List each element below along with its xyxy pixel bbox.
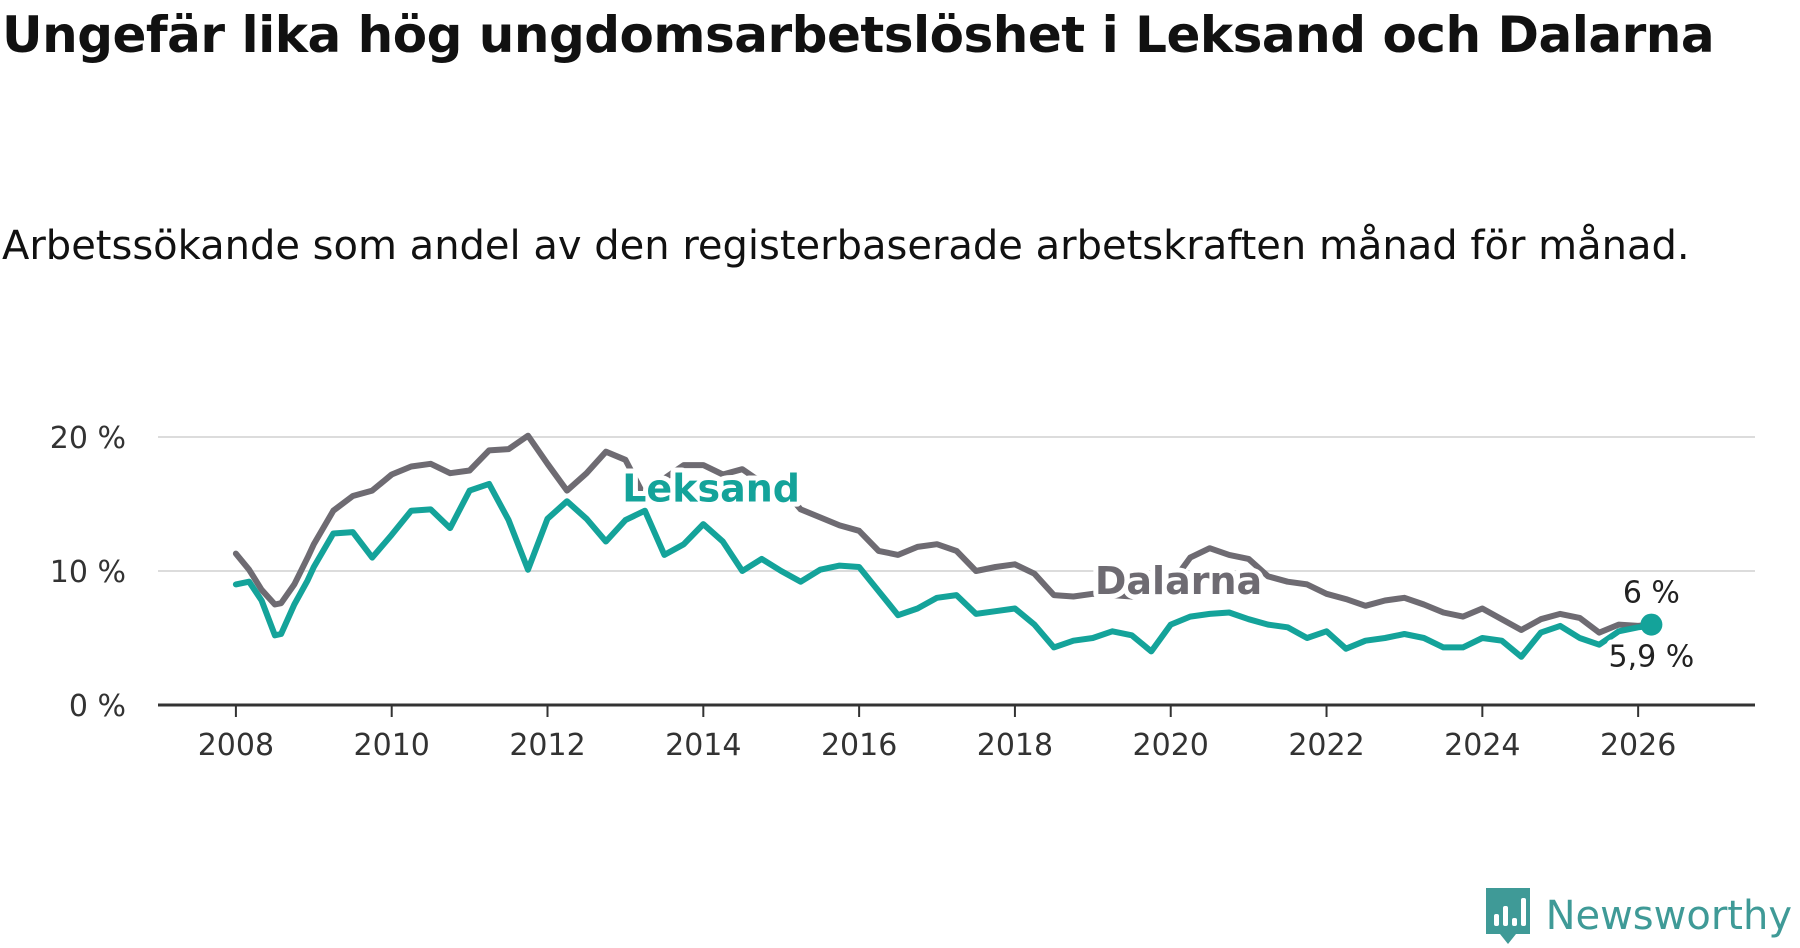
x-tick-label: 2026 xyxy=(1600,728,1676,763)
x-tick-label: 2022 xyxy=(1288,728,1364,763)
y-tick-label: 0 % xyxy=(69,689,126,724)
series-lines xyxy=(232,432,1655,660)
brand-name: Newsworthy xyxy=(1545,893,1792,939)
chart-subtitle: Arbetssökande som andel av den registerb… xyxy=(2,223,1690,269)
series-label-dalarna-halo: Dalarna xyxy=(1095,559,1262,603)
end-label-leksand: 5,9 % xyxy=(1609,640,1695,675)
series-label-dalarna: Dalarna xyxy=(1095,559,1262,603)
gridlines xyxy=(158,436,1755,572)
series-label-leksand-halo: Leksand xyxy=(622,466,800,510)
series-line-dalarna xyxy=(232,432,1655,636)
y-tick-label: 10 % xyxy=(50,555,126,590)
x-tick-label: 2018 xyxy=(977,728,1053,763)
x-tick-label: 2008 xyxy=(198,728,274,763)
series-label-leksand: Leksand xyxy=(622,466,800,510)
x-tick-label: 2012 xyxy=(509,728,585,763)
end-label-dalarna-halo: 6 % xyxy=(1623,576,1680,611)
axes: 0 % 10 % 20 % 2008 2010 2012 2014 2016 2018 2020 2… xyxy=(50,421,1755,763)
brand-logo[interactable]: Newsworthy xyxy=(1482,884,1792,948)
chart-title: Ungefär lika hög ungdomsarbetslöshet i L… xyxy=(2,6,1715,64)
series-line-leksand xyxy=(232,480,1655,660)
newsworthy-logo-icon xyxy=(1485,888,1530,944)
x-tick-label: 2024 xyxy=(1444,728,1520,763)
end-point-marker xyxy=(1640,613,1663,636)
end-label-dalarna: 6 % xyxy=(1623,576,1680,611)
end-label-leksand-halo: 5,9 % xyxy=(1609,640,1695,675)
x-tick-label: 2016 xyxy=(821,728,897,763)
y-tick-label: 20 % xyxy=(50,421,126,456)
x-tick-label: 2010 xyxy=(354,728,430,763)
x-tick-label: 2020 xyxy=(1133,728,1209,763)
x-tick-label: 2014 xyxy=(665,728,741,763)
